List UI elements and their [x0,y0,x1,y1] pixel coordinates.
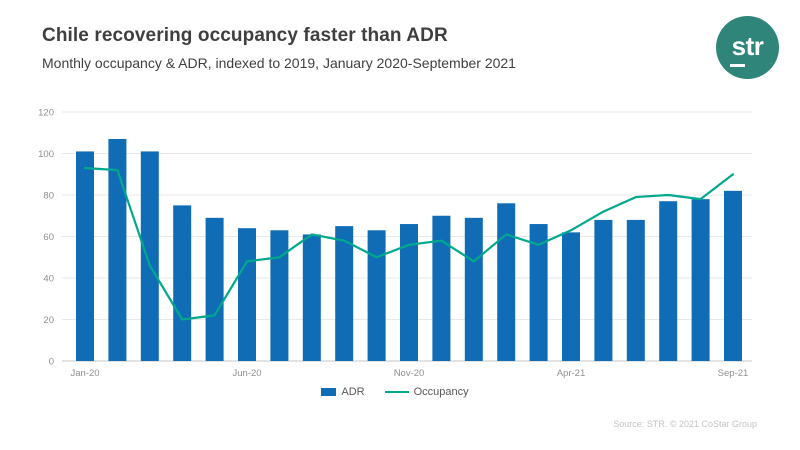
y-axis-tick-label: 120 [38,108,54,119]
y-axis-tick-label: 80 [43,191,54,202]
adr-bar-Jun-21 [626,219,645,361]
page-title: Chile recovering occupancy faster than A… [42,25,448,46]
occupancy-line [83,166,735,321]
str-logo-text: str [731,30,764,61]
adr-bar-Jun-20 [238,228,256,361]
adr-bar-May-21 [594,219,613,361]
legend-label-adr: ADR [341,386,365,398]
adr-bar-Jan-20 [76,151,94,361]
y-axis-tick-label: 20 [43,315,54,326]
adr-bar-Jan-21 [464,217,483,361]
adr-bar-Apr-20 [173,205,192,361]
legend-label-occupancy: Occupancy [413,386,469,398]
adr-bar-Aug-21 [691,199,710,361]
occupancy-line-icon [384,391,409,393]
legend-item-adr: ADR [321,386,365,398]
adr-bar-Jul-21 [659,201,678,361]
adr-bar-Apr-21 [562,232,580,361]
x-axis-tick-label: Jun-20 [232,368,261,379]
y-axis-tick-label: 100 [38,149,54,160]
legend-item-occupancy: Occupancy [384,386,469,398]
adr-bar-Dec-20 [432,215,451,361]
occupancy-adr-chart: 0 20 40 60 80 100 120 Jan-20 Jun-20 Nov-20 Apr-21 S… [38,108,752,379]
y-axis-tick-label: 0 [49,357,54,368]
str-logo-underline-mark [730,64,745,67]
y-axis-tick-label: 60 [43,232,54,243]
adr-swatch-icon [321,388,337,396]
page-subtitle: Monthly occupancy & ADR, indexed to 2019… [42,55,516,71]
x-axis-tick-label: Sep-21 [718,368,749,379]
adr-bar-Jul-20 [270,230,289,361]
adr-bar-Sep-20 [335,226,354,361]
adr-bar-Feb-21 [497,203,516,361]
y-axis-tick-label: 40 [43,274,54,285]
chart-legend: ADR Occupancy [30,386,760,398]
adr-bar-Feb-20 [108,138,127,361]
adr-bar-Sep-21 [724,190,742,361]
adr-bar-Nov-20 [400,224,418,361]
x-axis-tick-label: Apr-21 [557,368,586,379]
adr-bar-Mar-20 [140,151,159,361]
chart-area: 0 20 40 60 80 100 120 Jan-20 Jun-20 Nov-20 Apr-21 S… [30,100,760,383]
x-axis-tick-label: Jan-20 [70,368,99,379]
source-attribution: Source: STR. © 2021 CoStar Group [613,419,757,429]
adr-bar-Mar-21 [529,224,548,361]
x-axis-tick-label: Nov-20 [394,368,425,379]
adr-bar-May-20 [205,217,224,361]
adr-bar-Oct-20 [367,230,386,361]
str-logo: str [716,16,779,79]
adr-bar-Aug-20 [302,234,321,361]
